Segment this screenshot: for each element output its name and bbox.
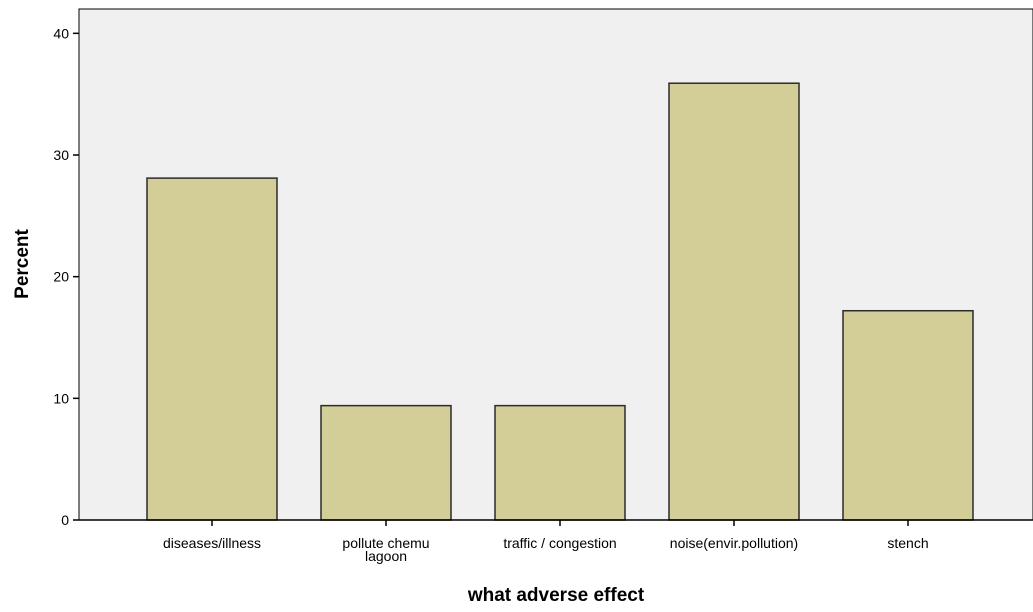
x-tick-label-3: noise(envir.pollution) bbox=[670, 535, 798, 551]
y-tick-label-3: 30 bbox=[53, 147, 69, 163]
bar-2 bbox=[494, 404, 626, 521]
x-tick-label-0: diseases/illness bbox=[163, 535, 261, 551]
y-axis: 0 10 20 30 40 bbox=[53, 25, 79, 528]
x-axis: diseases/illness pollute chemu lagoon traff… bbox=[79, 519, 1033, 564]
x-tick-label-4: stench bbox=[887, 535, 928, 551]
x-tick-label-2: traffic / congestion bbox=[503, 535, 616, 551]
bars bbox=[146, 82, 974, 521]
y-tick-label-1: 10 bbox=[53, 390, 69, 406]
y-tick-label-2: 20 bbox=[53, 269, 69, 285]
y-axis-label: Percent bbox=[12, 228, 33, 298]
y-tick-label-0: 0 bbox=[61, 512, 69, 528]
y-tick-label-4: 40 bbox=[53, 25, 69, 41]
bar-3 bbox=[668, 82, 800, 521]
bar-0 bbox=[146, 177, 278, 521]
bar-4 bbox=[842, 309, 974, 521]
x-axis-label: what adverse effect bbox=[467, 585, 645, 606]
bar-1 bbox=[320, 404, 452, 521]
x-tick-label-1: pollute chemu lagoon bbox=[342, 535, 429, 564]
